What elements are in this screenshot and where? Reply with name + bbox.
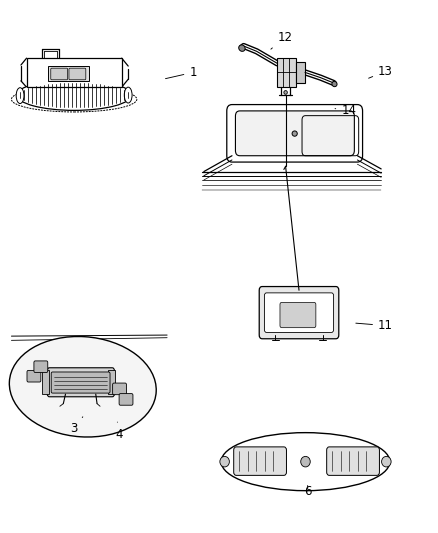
- FancyBboxPatch shape: [42, 370, 49, 394]
- FancyBboxPatch shape: [236, 111, 354, 156]
- FancyBboxPatch shape: [108, 370, 115, 394]
- FancyBboxPatch shape: [280, 302, 316, 328]
- FancyBboxPatch shape: [234, 447, 286, 475]
- Text: 12: 12: [271, 30, 292, 49]
- FancyBboxPatch shape: [47, 368, 114, 397]
- FancyBboxPatch shape: [51, 372, 110, 393]
- FancyBboxPatch shape: [265, 293, 334, 333]
- Ellipse shape: [221, 433, 390, 491]
- Ellipse shape: [301, 456, 310, 467]
- FancyBboxPatch shape: [51, 68, 67, 80]
- FancyBboxPatch shape: [27, 370, 41, 382]
- FancyBboxPatch shape: [48, 66, 89, 82]
- FancyBboxPatch shape: [113, 383, 127, 394]
- FancyBboxPatch shape: [277, 58, 296, 87]
- Text: 13: 13: [369, 65, 393, 78]
- Ellipse shape: [16, 88, 24, 103]
- Text: 6: 6: [304, 485, 311, 498]
- Ellipse shape: [239, 45, 245, 51]
- Ellipse shape: [220, 456, 230, 467]
- Text: 4: 4: [116, 422, 123, 441]
- FancyBboxPatch shape: [69, 68, 86, 80]
- FancyBboxPatch shape: [327, 447, 379, 475]
- Ellipse shape: [332, 82, 337, 87]
- FancyBboxPatch shape: [119, 393, 133, 405]
- FancyBboxPatch shape: [34, 361, 48, 373]
- Text: 3: 3: [71, 417, 83, 435]
- Ellipse shape: [124, 87, 132, 103]
- FancyBboxPatch shape: [296, 62, 305, 83]
- Ellipse shape: [292, 131, 297, 136]
- Ellipse shape: [284, 91, 287, 94]
- Ellipse shape: [9, 336, 156, 437]
- Ellipse shape: [17, 80, 131, 110]
- FancyBboxPatch shape: [259, 287, 339, 339]
- Text: 1: 1: [166, 66, 197, 79]
- FancyBboxPatch shape: [27, 58, 122, 87]
- Text: 11: 11: [356, 319, 393, 332]
- Text: 14: 14: [335, 104, 356, 117]
- Ellipse shape: [381, 456, 391, 467]
